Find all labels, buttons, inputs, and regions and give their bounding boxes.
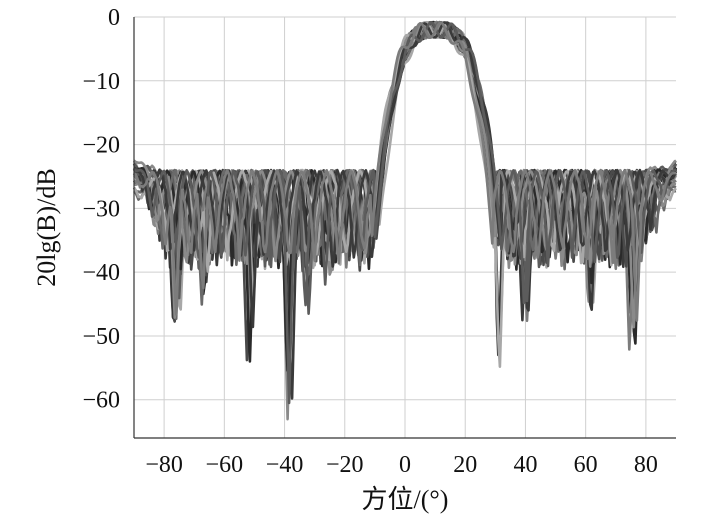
- y-tick-label: −40: [82, 260, 120, 286]
- y-tick-label: 0: [108, 5, 120, 31]
- axes: [133, 17, 676, 439]
- x-tick-label: −20: [326, 452, 364, 478]
- y-tick-label: −30: [82, 196, 120, 222]
- x-tick-label: 40: [513, 452, 537, 478]
- x-tick-label: 60: [574, 452, 598, 478]
- series-group: [132, 20, 678, 421]
- y-tick-label: −60: [82, 388, 120, 414]
- x-axis-title: 方位/(°): [362, 485, 449, 514]
- x-tick-label: −40: [266, 452, 304, 478]
- x-tick-labels: −80 −60 −40 −20 0 20 40 60 80: [145, 452, 658, 478]
- y-tick-label: −10: [82, 69, 120, 95]
- series-line: [133, 21, 677, 322]
- y-tick-label: −20: [82, 133, 120, 159]
- y-axis-title: 20lg(B)/dB: [32, 168, 61, 286]
- x-tick-label: −80: [145, 452, 183, 478]
- y-tick-label: −50: [82, 324, 120, 350]
- y-tick-labels: 0 −10 −20 −30 −40 −50 −60: [82, 5, 120, 414]
- series-line: [133, 20, 677, 405]
- x-tick-label: −60: [206, 452, 244, 478]
- x-tick-label: 80: [634, 452, 658, 478]
- x-tick-label: 0: [399, 452, 411, 478]
- x-tick-label: 20: [453, 452, 477, 478]
